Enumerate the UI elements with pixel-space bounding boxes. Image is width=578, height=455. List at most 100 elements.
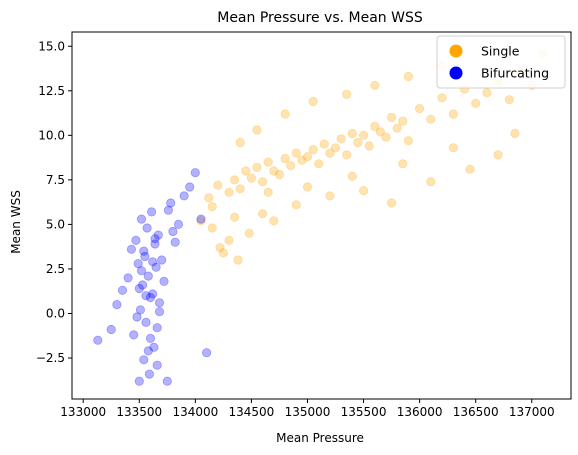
data-point-bifurcating	[139, 355, 149, 365]
data-point-bifurcating	[144, 369, 154, 379]
data-point-single	[386, 198, 397, 208]
data-point-single	[241, 166, 251, 176]
data-point-single	[465, 164, 475, 174]
data-point-single	[233, 255, 243, 265]
data-point-single	[370, 80, 380, 91]
data-point-single	[342, 89, 352, 100]
data-point-bifurcating	[141, 291, 151, 301]
y-tick-label: 7.5	[46, 173, 65, 187]
data-point-single	[204, 193, 214, 203]
data-point-bifurcating	[152, 360, 162, 370]
data-point-bifurcating	[134, 376, 144, 386]
data-point-single	[291, 200, 301, 210]
data-point-single	[347, 128, 357, 139]
data-point-single	[325, 148, 335, 158]
data-point-bifurcating	[136, 266, 147, 276]
data-point-single	[252, 162, 262, 172]
data-point-single	[302, 152, 313, 162]
data-point-bifurcating	[152, 323, 162, 333]
y-tick-label: 5.0	[46, 217, 65, 231]
data-point-bifurcating	[150, 239, 160, 249]
y-axis: −2.5 0.0 2.5 5.0 7.5 10.0 12.5 15.0	[36, 39, 72, 365]
data-point-bifurcating	[149, 342, 159, 352]
data-point-single	[358, 130, 369, 140]
data-point-single	[493, 150, 503, 160]
data-point-single	[342, 150, 352, 160]
data-point-single	[392, 123, 402, 133]
x-tick-label: 135500	[341, 405, 387, 419]
data-point-bifurcating	[145, 292, 156, 303]
data-point-single	[398, 116, 408, 126]
data-point-single	[403, 71, 413, 82]
data-point-bifurcating	[117, 285, 128, 295]
data-point-single	[269, 216, 279, 226]
data-point-single	[386, 112, 397, 123]
data-point-bifurcating	[196, 214, 206, 224]
data-point-bifurcating	[162, 376, 172, 386]
data-point-bifurcating	[126, 244, 136, 254]
data-point-bifurcating	[112, 299, 122, 310]
data-point-single	[235, 184, 245, 194]
data-point-single	[370, 121, 380, 132]
data-point-single	[381, 132, 391, 142]
y-tick-label: 15.0	[38, 39, 65, 53]
data-point-single	[207, 202, 217, 212]
data-point-bifurcating	[163, 205, 173, 215]
data-point-single	[319, 139, 329, 149]
data-point-bifurcating	[132, 312, 142, 322]
chart-title: Mean Pressure vs. Mean WSS	[217, 10, 423, 26]
data-point-single	[274, 169, 284, 180]
data-point-bifurcating	[93, 335, 103, 345]
data-point-bifurcating	[202, 348, 212, 358]
data-point-bifurcating	[147, 207, 157, 217]
data-point-single	[269, 166, 279, 176]
legend-marker-bifurcating	[449, 66, 463, 80]
data-point-single	[448, 143, 458, 153]
plot-area	[93, 48, 548, 386]
data-point-bifurcating	[123, 273, 133, 283]
data-point-bifurcating	[153, 230, 163, 240]
data-point-single	[252, 125, 262, 135]
data-point-single	[482, 88, 492, 98]
data-point-single	[196, 216, 206, 226]
data-point-bifurcating	[135, 305, 145, 315]
data-point-bifurcating	[138, 280, 148, 290]
data-point-bifurcating	[140, 251, 150, 262]
data-point-bifurcating	[170, 237, 180, 247]
data-point-single	[437, 93, 447, 103]
data-point-single	[448, 109, 458, 119]
data-point-single	[403, 136, 413, 146]
data-point-single	[224, 187, 234, 197]
data-point-single	[330, 143, 341, 153]
data-point-single	[414, 104, 425, 114]
data-point-single	[230, 175, 240, 185]
x-tick-label: 134500	[229, 405, 275, 419]
data-point-single	[398, 159, 408, 169]
data-point-single	[207, 223, 217, 233]
data-point-single	[510, 128, 520, 139]
x-tick-label: 137000	[509, 405, 555, 419]
series-bifurcating	[93, 168, 212, 386]
data-point-bifurcating	[148, 289, 158, 299]
data-point-bifurcating	[150, 234, 160, 244]
data-point-bifurcating	[131, 235, 141, 245]
data-point-bifurcating	[129, 330, 139, 340]
x-axis: 133000 133500 134000 134500 135000 135500 1360…	[60, 399, 555, 419]
data-point-bifurcating	[154, 298, 165, 308]
y-axis-label: Mean WSS	[9, 190, 23, 254]
data-point-single	[263, 187, 273, 197]
y-tick-label: 0.0	[46, 306, 65, 320]
data-point-single	[504, 95, 514, 105]
y-tick-label: 10.0	[38, 128, 65, 142]
data-point-single	[213, 180, 223, 190]
data-point-single	[224, 235, 234, 245]
data-point-bifurcating	[168, 226, 178, 237]
data-point-bifurcating	[166, 198, 176, 208]
data-point-bifurcating	[143, 271, 153, 281]
data-point-single	[426, 177, 436, 187]
data-point-bifurcating	[139, 246, 149, 256]
data-point-bifurcating	[134, 283, 144, 294]
data-point-bifurcating	[136, 214, 147, 224]
x-tick-label: 136000	[397, 405, 443, 419]
data-point-single	[364, 141, 374, 151]
